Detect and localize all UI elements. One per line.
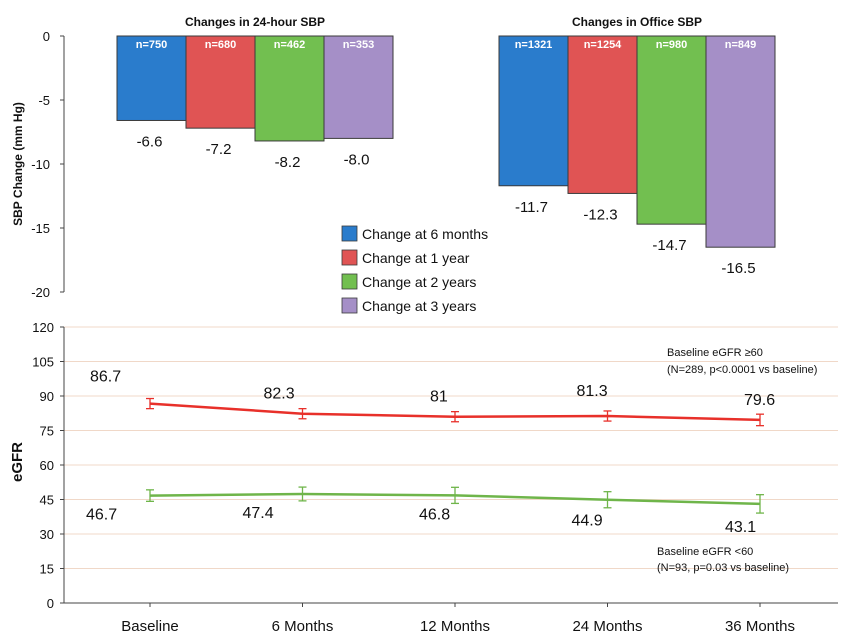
legend-label: Change at 1 year [362,250,470,266]
bar-n-label: n=849 [725,39,757,51]
bar-n-label: n=750 [136,39,168,51]
data-point-label: 46.7 [86,507,117,524]
bar-y-tick-label: -10 [31,157,50,172]
line-y-tick-label: 30 [40,527,54,542]
legend-swatch [341,225,358,242]
data-point-label: 46.8 [419,506,450,523]
bar-group-title: Changes in Office SBP [572,15,702,29]
bar [567,35,638,194]
series-annotation-note: (N=289, p<0.0001 vs baseline) [667,364,817,376]
data-point-label: 44.9 [572,513,603,530]
bar-y-tick-label: 0 [43,29,50,44]
bar-value-label: -12.3 [583,206,617,223]
line-x-tick-label: Baseline [121,618,179,635]
line-x-tick-label: 36 Months [725,618,795,635]
series-annotation-name: Baseline eGFR ≥60 [667,347,763,359]
bar-group-title: Changes in 24-hour SBP [185,15,325,29]
bar-value-label: -6.6 [137,133,163,150]
data-point-label: 47.4 [243,505,274,522]
legend-label: Change at 2 years [362,274,476,290]
bar-value-label: -8.2 [275,154,301,171]
line-chart: 0 15 30 45 60 75 90 105 120 eGFR Baseline 6 Months 1… [9,320,838,635]
line-y-tick-label: 90 [40,389,54,404]
bar-y-tick-label: -20 [31,285,50,300]
legend-label: Change at 3 years [362,298,476,314]
bar-y-axis-label: SBP Change (mm Hg) [11,102,25,226]
line-y-tick-label: 0 [47,596,54,611]
bar-value-label: -11.7 [515,199,548,216]
bar [705,35,776,248]
legend-swatch [341,297,358,314]
bar-y-tick-label: -15 [31,221,50,236]
bar-value-label: -14.7 [652,237,686,254]
data-point-label: 43.1 [725,519,756,536]
line-x-tick-label: 6 Months [272,618,334,635]
line-y-tick-label: 75 [40,424,54,439]
series-annotation-name: Baseline eGFR <60 [657,546,753,558]
legend-swatch [341,249,358,266]
legend-label: Change at 6 months [362,226,488,242]
line-x-tick-label: 24 Months [572,618,642,635]
bar [636,35,707,225]
bar-n-label: n=680 [205,39,237,51]
bar-y-tick-label: -5 [38,93,50,108]
line-y-tick-label: 120 [32,320,54,335]
line-x-tick-label: 12 Months [420,618,490,635]
bar-value-label: -8.0 [344,151,370,168]
series-annotation-note: (N=93, p=0.03 vs baseline) [657,562,789,574]
data-point-label: 82.3 [264,386,295,403]
bar-chart: 0 -5 -10 -15 -20 SBP Change (mm Hg) Changes in… [11,15,776,314]
bar-n-label: n=353 [343,39,375,51]
bar [498,35,569,187]
legend-swatch [341,273,358,290]
bar-n-label: n=1254 [584,39,622,51]
data-point-label: 81 [430,389,448,406]
bar [116,35,187,121]
line-y-tick-label: 60 [40,458,54,473]
line-y-axis-label: eGFR [9,442,26,482]
bar-legend: Change at 6 months Change at 1 year Change… [341,225,488,314]
line-y-tick-label: 15 [40,562,54,577]
bar-n-label: n=980 [656,39,688,51]
bar [254,35,325,142]
bar-value-label: -16.5 [721,260,755,277]
bar [323,35,394,139]
bar-n-label: n=1321 [515,39,553,51]
data-point-label: 81.3 [577,383,608,400]
bar-n-label: n=462 [274,39,306,51]
line-y-tick-label: 105 [32,355,54,370]
data-point-label: 79.6 [744,392,775,409]
bar-value-label: -7.2 [206,141,232,158]
data-point-label: 86.7 [90,369,121,386]
line-y-tick-label: 45 [40,493,54,508]
